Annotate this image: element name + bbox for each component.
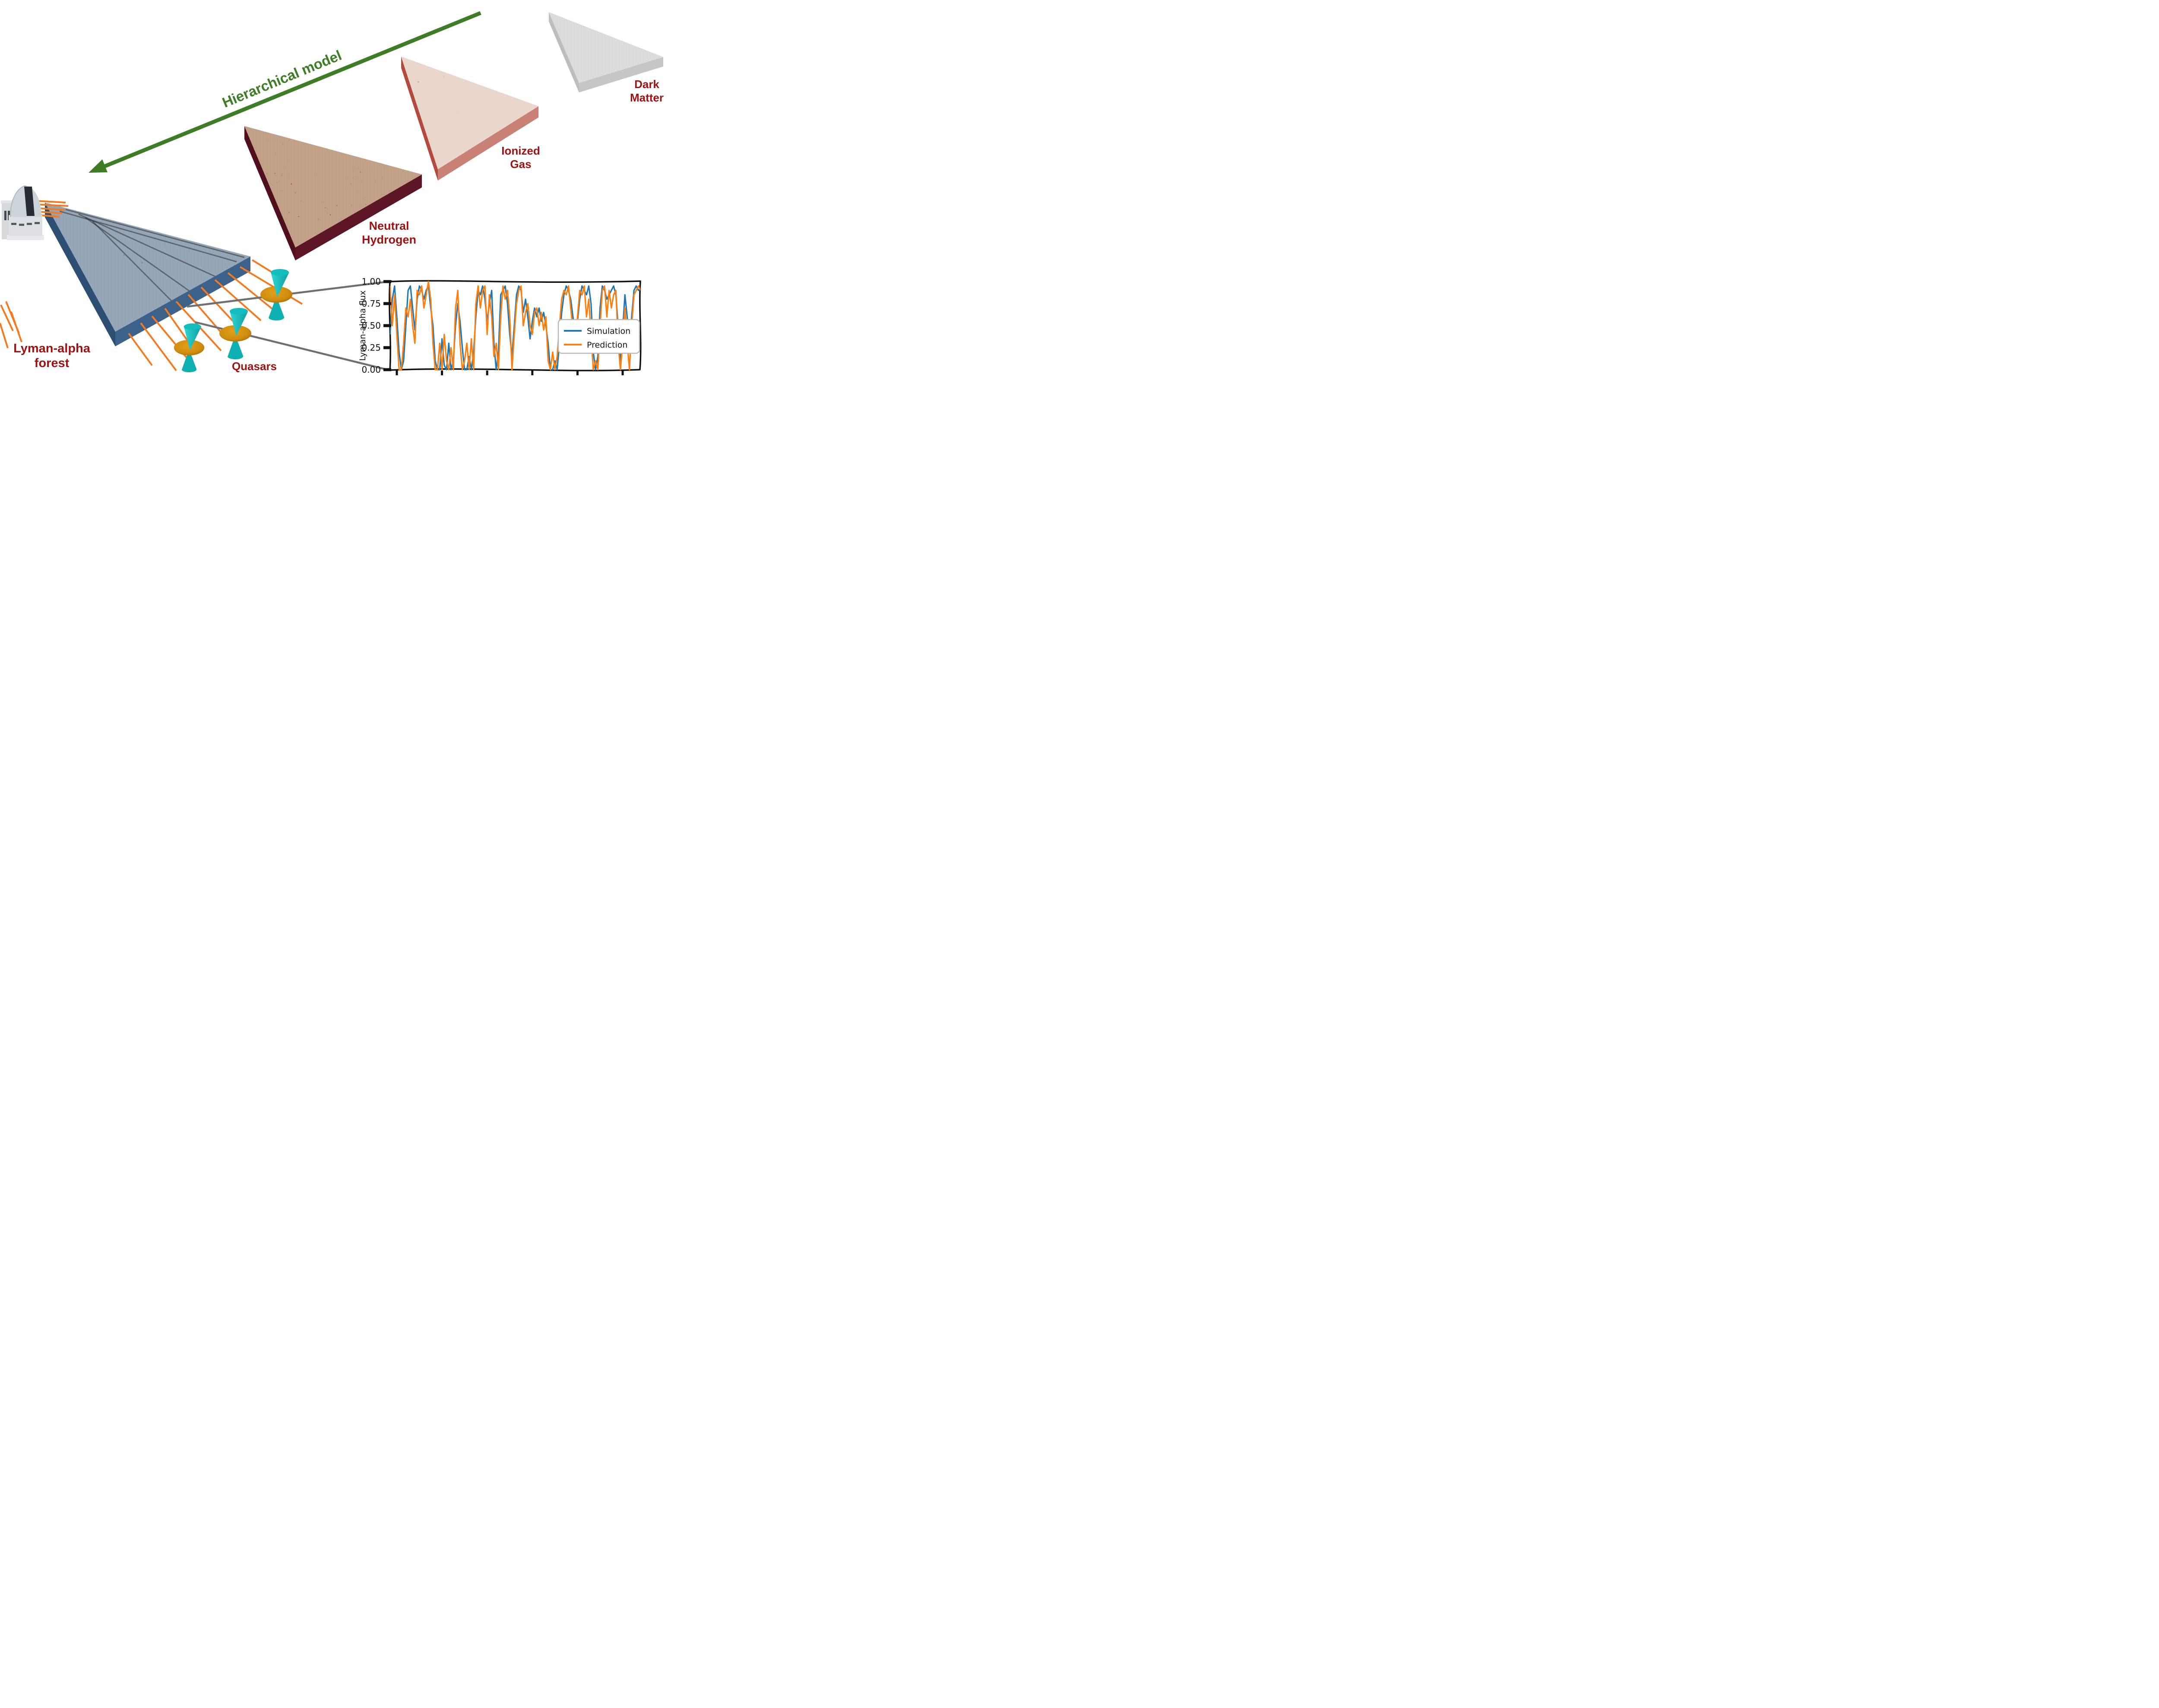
ionized-gas-label-line2: Gas (510, 157, 532, 171)
quasar-icon (219, 307, 251, 360)
y-tick-label: 0.25 (361, 342, 381, 353)
scene-graphic: 0204060801001.000.750.500.250.00 Lyman-a… (0, 11, 663, 375)
neutral-hydrogen-label-line2: Hydrogen (361, 233, 416, 246)
flux-chart: 0204060801001.000.750.500.250.00 Lyman-a… (358, 276, 642, 375)
y-tick-label: 0.00 (361, 364, 381, 375)
chart-ticks: 0204060801001.000.750.500.250.00 (361, 276, 624, 375)
lyman-alpha-wedge-front-face (115, 257, 250, 346)
ionized-gas-wedge-front-face (438, 106, 538, 181)
chart-legend: Simulation Prediction (557, 319, 640, 354)
y-tick-label: 0.50 (361, 320, 381, 331)
ionized-gas-wedge-left-face (401, 57, 438, 181)
lyman-alpha-forest-label-line2: forest (34, 356, 70, 371)
y-tick-label: 0.75 (361, 298, 381, 309)
legend-label-prediction: Prediction (587, 340, 627, 350)
neutral-hydrogen-wedge-front-face (295, 174, 422, 260)
hierarchical-model-arrow-icon (89, 11, 481, 173)
figure-canvas: 0204060801001.000.750.500.250.00 Lyman-a… (0, 0, 667, 375)
dark-matter-label: Dark Matter (620, 78, 667, 104)
dark-matter-label-line1: Dark (634, 78, 659, 91)
quasars-label: Quasars (231, 360, 277, 373)
quasar-icon (174, 323, 205, 373)
telescope-icon (1, 185, 44, 240)
lyman-alpha-forest-label-line1: Lyman-alpha (13, 342, 90, 355)
dark-matter-label-line2: Matter (630, 91, 664, 104)
legend-label-simulation: Simulation (587, 326, 630, 336)
neutral-hydrogen-wedge-left-face (244, 126, 295, 260)
neutral-hydrogen-label: Neutral Hydrogen (345, 219, 434, 247)
neutral-hydrogen-label-line1: Neutral (369, 219, 409, 232)
quasar-icon (260, 269, 292, 321)
y-axis-label: Lyman-alpha flux (358, 290, 367, 361)
dark-matter-wedge-left-face (549, 12, 579, 92)
ionized-gas-label: Ionized Gas (490, 144, 552, 171)
dark-matter-wedge-front-face (579, 57, 663, 92)
ionized-gas-label-line1: Ionized (501, 144, 540, 157)
lyman-alpha-forest-label: Lyman-alpha forest (0, 341, 104, 371)
lyman-alpha-wedge-left-face (45, 203, 115, 346)
lyman-alpha-wedge (45, 203, 250, 346)
y-tick-label: 1.00 (361, 276, 381, 287)
